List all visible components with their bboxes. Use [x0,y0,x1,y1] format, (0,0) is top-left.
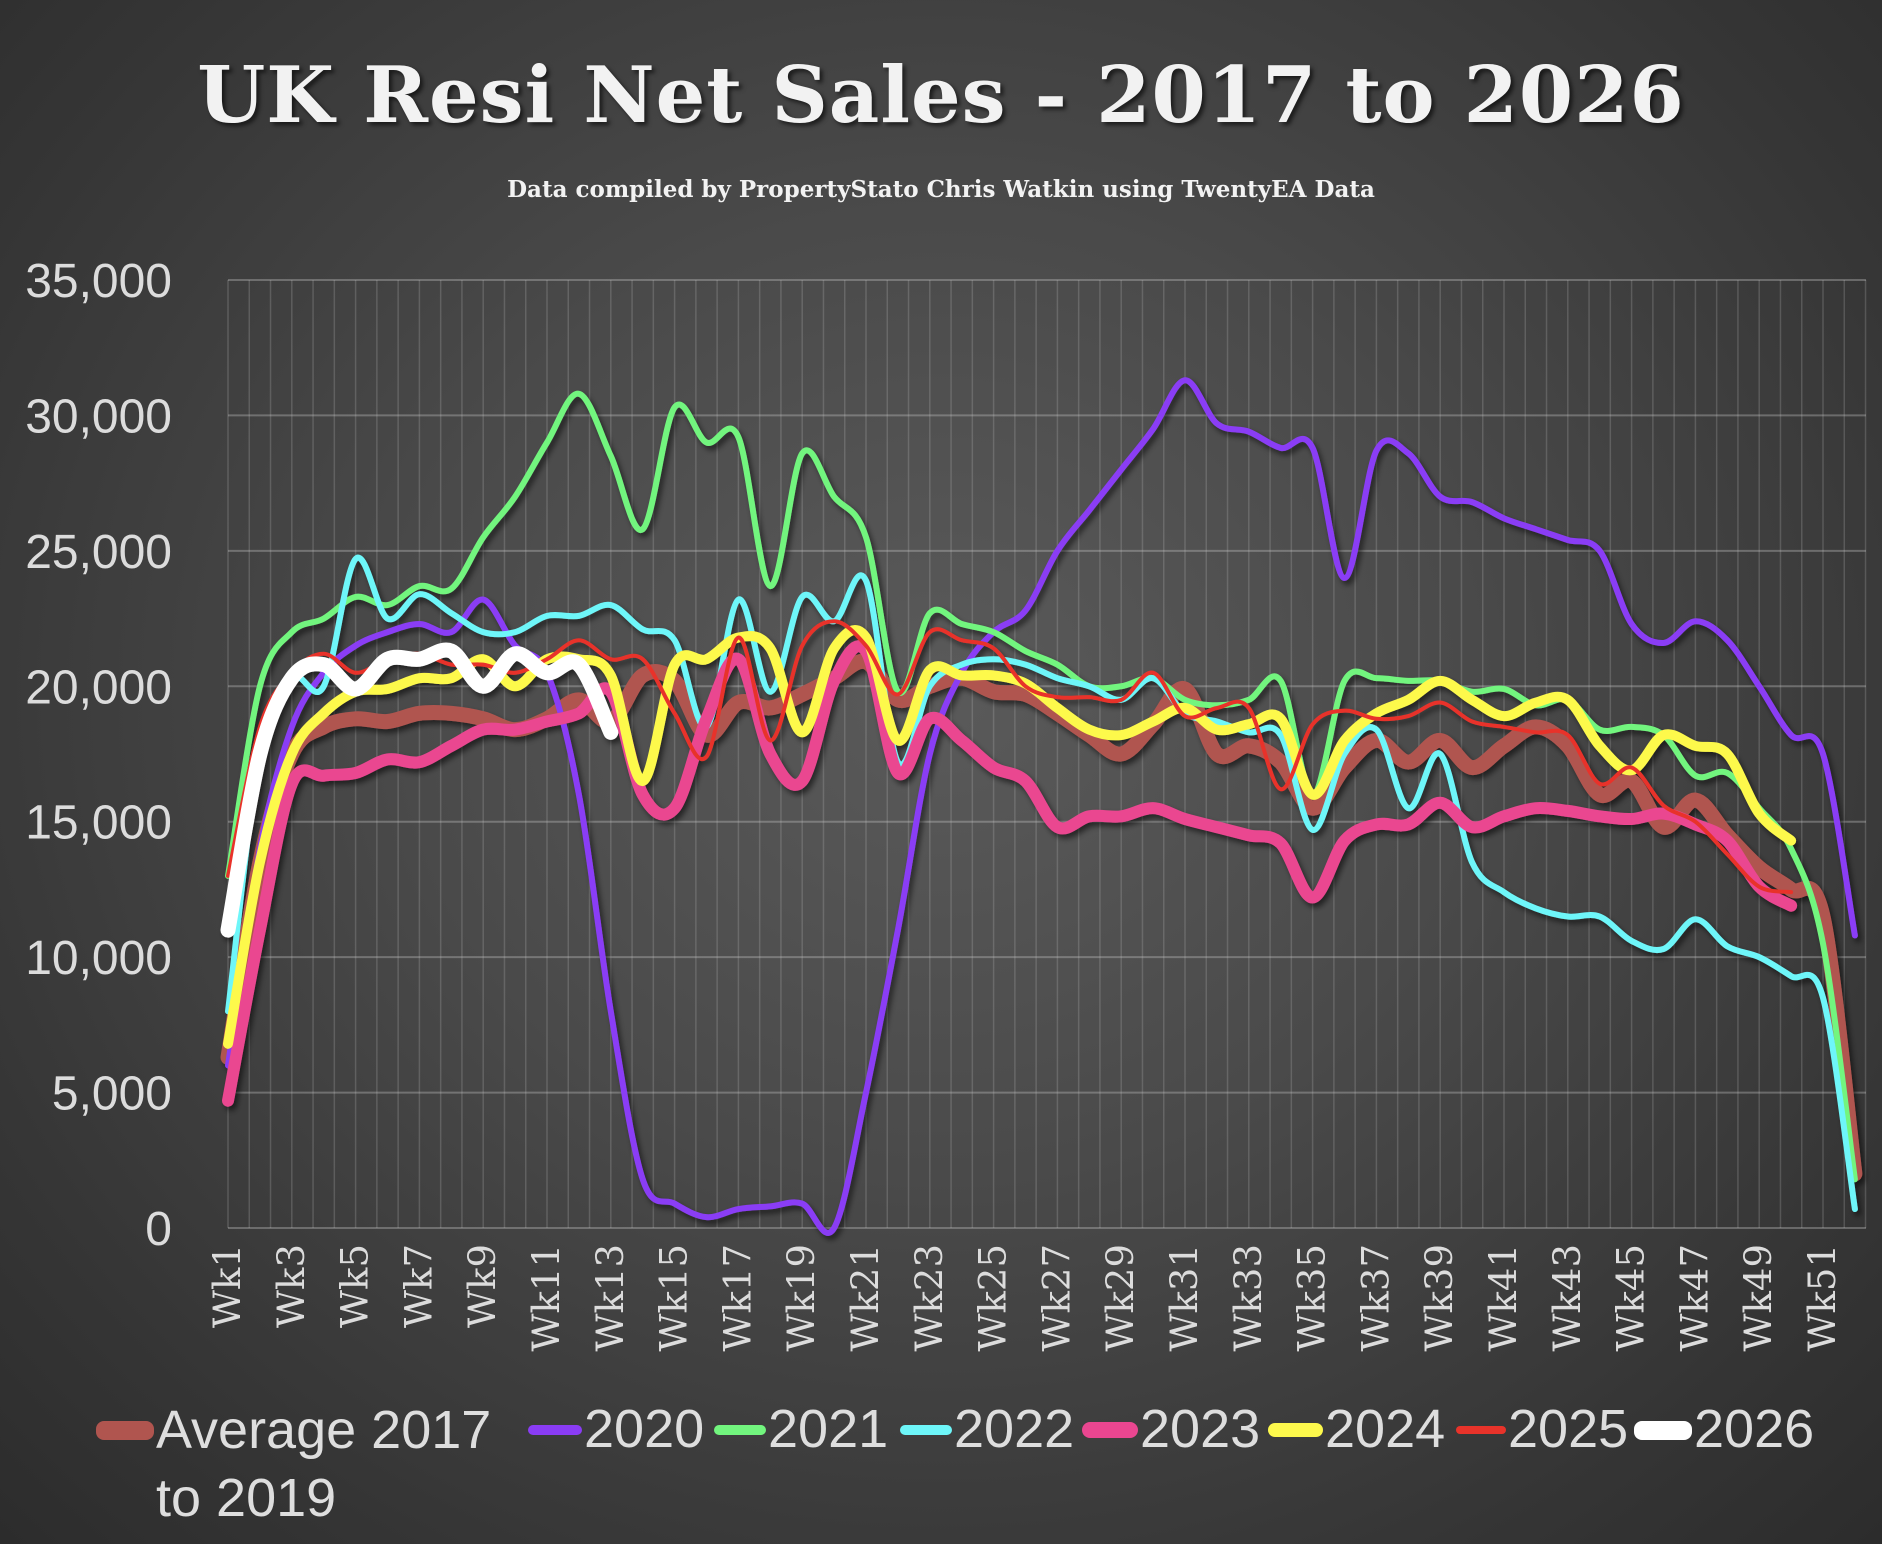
legend-swatch [528,1425,582,1435]
x-tick-label: Wk45 [1610,1244,1653,1352]
y-axis-ticks: 0 5,000 10,000 15,000 20,000 25,000 30,000 35,0… [25,255,172,1256]
legend-label: 2021 [768,1399,889,1459]
legend-label: 2024 [1325,1399,1446,1459]
x-tick-label: Wk33 [1227,1244,1270,1352]
legend-label: 2022 [954,1399,1075,1459]
x-tick-label: Wk43 [1546,1244,1589,1352]
legend-swatch [900,1425,952,1435]
x-tick-label: Wk49 [1737,1244,1780,1352]
y-tick-label: 35,000 [25,255,172,308]
legend-swatch [1456,1426,1506,1434]
y-tick-label: 5,000 [52,1068,172,1121]
x-tick-label: Wk51 [1801,1244,1844,1352]
series-line-2023 [222,640,1798,1107]
x-tick-label: Wk15 [653,1244,696,1352]
x-tick-label: Wk1 [206,1244,249,1328]
x-tick-label: Wk41 [1482,1244,1525,1352]
series-line-average-2017-to-2019 [220,653,1863,1182]
series-line-2026 [220,642,619,938]
x-tick-label: Wk35 [1291,1244,1334,1352]
x-tick-label: Wk7 [397,1244,440,1328]
x-tick-label: Wk17 [716,1244,759,1352]
legend-label: 2025 [1508,1399,1629,1459]
x-tick-label: Wk13 [589,1244,632,1352]
y-tick-label: 30,000 [25,390,172,443]
x-tick-label: Wk27 [1035,1244,1078,1352]
x-tick-label: Wk9 [461,1244,504,1328]
x-tick-label: Wk23 [908,1244,951,1352]
x-tick-label: Wk19 [780,1244,823,1352]
legend-swatch [1268,1423,1323,1437]
legend-label: 2023 [1140,1399,1261,1459]
x-tick-label: Wk3 [270,1244,313,1328]
y-tick-label: 15,000 [25,797,172,850]
legend-swatch [714,1425,766,1435]
x-tick-label: Wk5 [334,1244,377,1328]
x-tick-label: Wk47 [1673,1244,1716,1352]
x-tick-label: Wk25 [972,1244,1015,1352]
series-line-2024 [223,625,1797,1049]
y-tick-label: 10,000 [25,932,172,985]
y-tick-label: 0 [145,1203,172,1256]
x-tick-label: Wk21 [844,1244,887,1352]
y-tick-label: 25,000 [25,526,172,579]
x-tick-label: Wk11 [525,1244,568,1352]
legend-swatch [1634,1420,1692,1440]
series-lines [220,377,1863,1236]
series-line-2021 [225,390,1858,1183]
grid [227,279,1867,1229]
chart-title: UK Resi Net Sales - 2017 to 2026 [197,50,1685,141]
x-tick-label: Wk37 [1354,1244,1397,1352]
legend-label: Average 2017 to 2019 [156,1400,492,1528]
x-tick-label: Wk31 [1163,1244,1206,1352]
x-tick-label: Wk29 [1099,1244,1142,1352]
y-tick-label: 20,000 [25,661,172,714]
legend-swatch [96,1420,154,1440]
legend-label: 2026 [1694,1399,1815,1459]
x-axis-ticks: Wk1 Wk3 Wk5 Wk7 Wk9 Wk11 Wk13 Wk15 Wk17 Wk19 Wk21 W… [206,1244,1844,1352]
chart-subtitle: Data compiled by PropertyStato Chris Wat… [507,176,1375,203]
legend-label: 2020 [584,1399,705,1459]
series-line-2025 [226,619,1794,895]
x-tick-label: Wk39 [1418,1244,1461,1352]
legend-swatch [1082,1422,1138,1438]
